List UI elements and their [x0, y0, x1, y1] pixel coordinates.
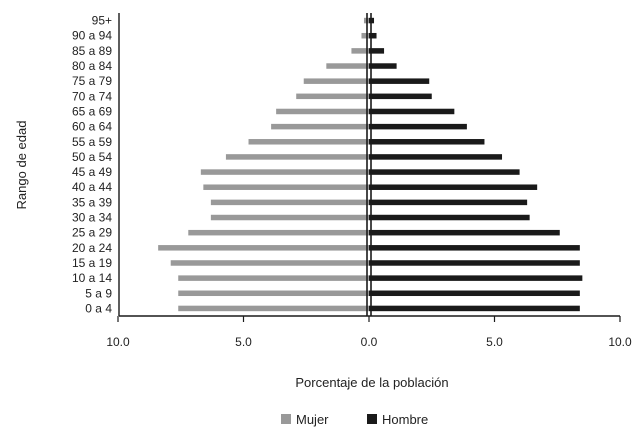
y-tick-label: 20 a 24 [72, 241, 112, 255]
bar-hombre-5-a-9 [369, 290, 580, 297]
bar-mujer-90-a-94 [361, 32, 369, 39]
bar-hombre-70-a-74 [369, 93, 432, 100]
y-tick-label: 85 a 89 [72, 44, 112, 58]
hombre-bars [369, 17, 583, 312]
bar-mujer-80-a-84 [326, 63, 369, 69]
bar-hombre-40-a-44 [369, 184, 538, 190]
bar-mujer-50-a-54 [225, 154, 369, 160]
y-tick-label: 30 a 34 [72, 211, 112, 225]
y-tick-label: 75 a 79 [72, 74, 112, 88]
y-tick-label: 70 a 74 [72, 89, 112, 103]
bar-hombre-80-a-84 [369, 63, 397, 69]
y-tick-label: 95+ [92, 14, 112, 28]
y-tick-label: 65 a 69 [72, 104, 112, 118]
center-line [366, 13, 372, 316]
bar-mujer-45-a-49 [200, 169, 369, 175]
bar-mujer-40-a-44 [203, 184, 369, 190]
bar-mujer-75-a-79 [303, 78, 369, 84]
bar-hombre-25-a-29 [369, 229, 560, 236]
y-tick-label: 80 a 84 [72, 59, 112, 73]
legend-swatch-hombre [367, 414, 377, 424]
x-tick-label: 10.0 [106, 335, 130, 349]
bar-mujer-85-a-89 [351, 48, 369, 54]
y-tick-label: 15 a 19 [72, 256, 112, 270]
legend-label-hombre: Hombre [382, 412, 428, 427]
bar-hombre-35-a-39 [369, 199, 528, 206]
y-tick-label: 90 a 94 [72, 29, 112, 43]
bar-mujer-65-a-69 [276, 108, 369, 115]
y-tick-label: 60 a 64 [72, 120, 112, 134]
y-tick-label: 5 a 9 [85, 286, 112, 300]
bar-hombre-45-a-49 [369, 169, 520, 175]
bar-hombre-90-a-94 [369, 32, 377, 39]
x-tick-label: 10.0 [608, 335, 632, 349]
y-axis-title: Rango de edad [14, 121, 29, 210]
x-axis: 10.0 5.0 0.0 5.0 10.0 [106, 315, 632, 349]
bar-hombre-50-a-54 [369, 154, 503, 160]
bar-hombre-10-a-14 [369, 275, 583, 281]
mujer-bars [158, 17, 369, 312]
bar-mujer-70-a-74 [296, 93, 369, 100]
x-tick-label: 5.0 [486, 335, 503, 349]
x-axis-title: Porcentaje de la población [295, 375, 448, 390]
bar-hombre-30-a-34 [369, 214, 530, 221]
legend-label-mujer: Mujer [296, 412, 329, 427]
y-tick-label: 40 a 44 [72, 180, 112, 194]
x-tick-label: 5.0 [235, 335, 252, 349]
bar-hombre-0-a-4 [369, 305, 580, 312]
bar-mujer-10-a-14 [178, 275, 369, 281]
bar-hombre-15-a-19 [369, 260, 580, 266]
bar-hombre-75-a-79 [369, 78, 430, 84]
y-tick-label: 55 a 59 [72, 135, 112, 149]
y-tick-label: 45 a 49 [72, 165, 112, 179]
x-tick-label: 0.0 [361, 335, 378, 349]
bar-mujer-60-a-64 [271, 123, 369, 130]
bar-mujer-30-a-34 [210, 214, 369, 221]
bar-hombre-65-a-69 [369, 108, 455, 115]
bar-mujer-15-a-19 [170, 260, 369, 266]
bar-mujer-5-a-9 [178, 290, 369, 297]
y-tick-label: 10 a 14 [72, 271, 112, 285]
y-tick-label: 25 a 29 [72, 226, 112, 240]
y-tick-label: 35 a 39 [72, 195, 112, 209]
y-tick-label: 50 a 54 [72, 150, 112, 164]
legend-swatch-mujer [281, 414, 291, 424]
legend: Mujer Hombre [281, 412, 428, 427]
bar-mujer-25-a-29 [188, 229, 369, 236]
bar-hombre-85-a-89 [369, 48, 385, 54]
bar-mujer-0-a-4 [178, 305, 369, 312]
bar-mujer-35-a-39 [210, 199, 369, 206]
bar-hombre-55-a-59 [369, 139, 485, 145]
bar-mujer-20-a-24 [158, 245, 369, 251]
y-tick-label: 0 a 4 [85, 301, 112, 315]
bar-hombre-60-a-64 [369, 123, 467, 130]
bar-hombre-20-a-24 [369, 245, 580, 251]
bar-mujer-55-a-59 [248, 139, 369, 145]
